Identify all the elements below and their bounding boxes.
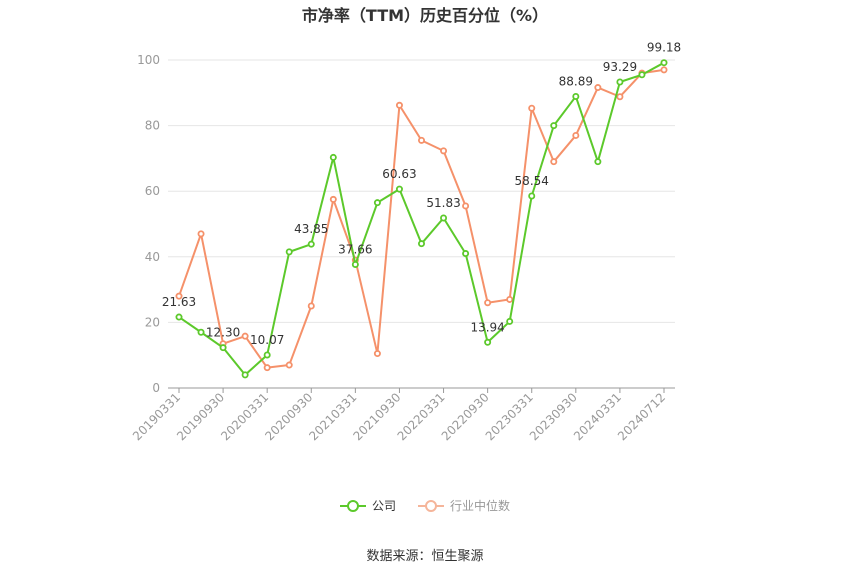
data-point-company (528, 192, 536, 200)
legend-company-label: 公司 (371, 499, 396, 513)
data-point-company (373, 199, 381, 207)
legend-industry-marker-icon (418, 499, 444, 512)
chart-title: 市净率（TTM）历史百分位（%） (301, 6, 549, 25)
data-point-company (462, 250, 470, 258)
legend: 公司 行业中位数 (0, 497, 850, 514)
data-point-company (175, 313, 183, 321)
data-point-company (572, 92, 580, 100)
legend-item-company[interactable]: 公司 (339, 497, 396, 514)
data-point-industry (329, 195, 337, 203)
data-label: 51.83 (426, 196, 460, 210)
data-point-company (219, 344, 227, 352)
data-point-company (506, 317, 514, 325)
legend-item-industry[interactable]: 行业中位数 (418, 497, 510, 514)
data-label: 37.66 (338, 242, 372, 256)
data-point-company (660, 59, 668, 67)
data-point-industry (462, 202, 470, 210)
data-point-company (638, 71, 646, 79)
data-point-company (285, 248, 293, 256)
data-label: 21.63 (162, 295, 196, 309)
data-point-industry (572, 131, 580, 139)
y-tick-label: 80 (145, 119, 160, 133)
series-line-company (178, 61, 665, 376)
data-point-industry (417, 136, 425, 144)
data-point-industry (175, 292, 183, 300)
data-point-industry (263, 364, 271, 372)
data-point-industry (616, 93, 624, 101)
data-point-industry (241, 332, 249, 340)
data-point-company (197, 328, 205, 336)
data-point-industry (594, 84, 602, 92)
data-point-industry (197, 230, 205, 238)
data-point-industry (395, 101, 403, 109)
data-point-company (550, 122, 558, 130)
data-point-company (484, 338, 492, 346)
data-point-industry (307, 302, 315, 310)
data-point-company (395, 185, 403, 193)
y-tick-label: 60 (145, 184, 160, 198)
legend-industry-label: 行业中位数 (450, 499, 511, 513)
data-source: 数据来源：恒生聚源 (366, 549, 484, 564)
data-label: 13.94 (470, 320, 504, 334)
data-point-industry (484, 299, 492, 307)
data-point-company (417, 240, 425, 248)
data-point-company (241, 371, 249, 379)
y-tick-label: 100 (137, 53, 160, 67)
data-point-company (351, 260, 359, 268)
data-label: 58.54 (515, 174, 549, 188)
data-label: 12.30 (206, 326, 240, 340)
data-point-industry (528, 104, 536, 112)
data-point-industry (660, 66, 668, 74)
data-point-industry (506, 295, 514, 303)
data-point-company (594, 158, 602, 166)
series-line-industry (178, 68, 665, 369)
data-point-company (616, 78, 624, 86)
data-label: 88.89 (559, 74, 593, 88)
y-tick-label: 40 (145, 250, 160, 264)
data-point-industry (373, 350, 381, 358)
x-tick-label: 20240712 (615, 390, 668, 443)
data-label: 93.29 (603, 60, 637, 74)
data-label: 60.63 (382, 167, 416, 181)
data-point-company (329, 153, 337, 161)
data-label: 10.07 (250, 333, 284, 347)
data-point-industry (285, 361, 293, 369)
data-point-company (263, 351, 271, 359)
data-point-industry (550, 158, 558, 166)
data-label: 43.85 (294, 222, 328, 236)
y-tick-label: 0 (152, 381, 160, 395)
data-label: 99.18 (647, 41, 681, 55)
data-point-company (440, 214, 448, 222)
y-tick-label: 20 (145, 315, 160, 329)
data-point-company (307, 240, 315, 248)
data-point-industry (440, 147, 448, 155)
legend-company-marker-icon (339, 499, 366, 512)
